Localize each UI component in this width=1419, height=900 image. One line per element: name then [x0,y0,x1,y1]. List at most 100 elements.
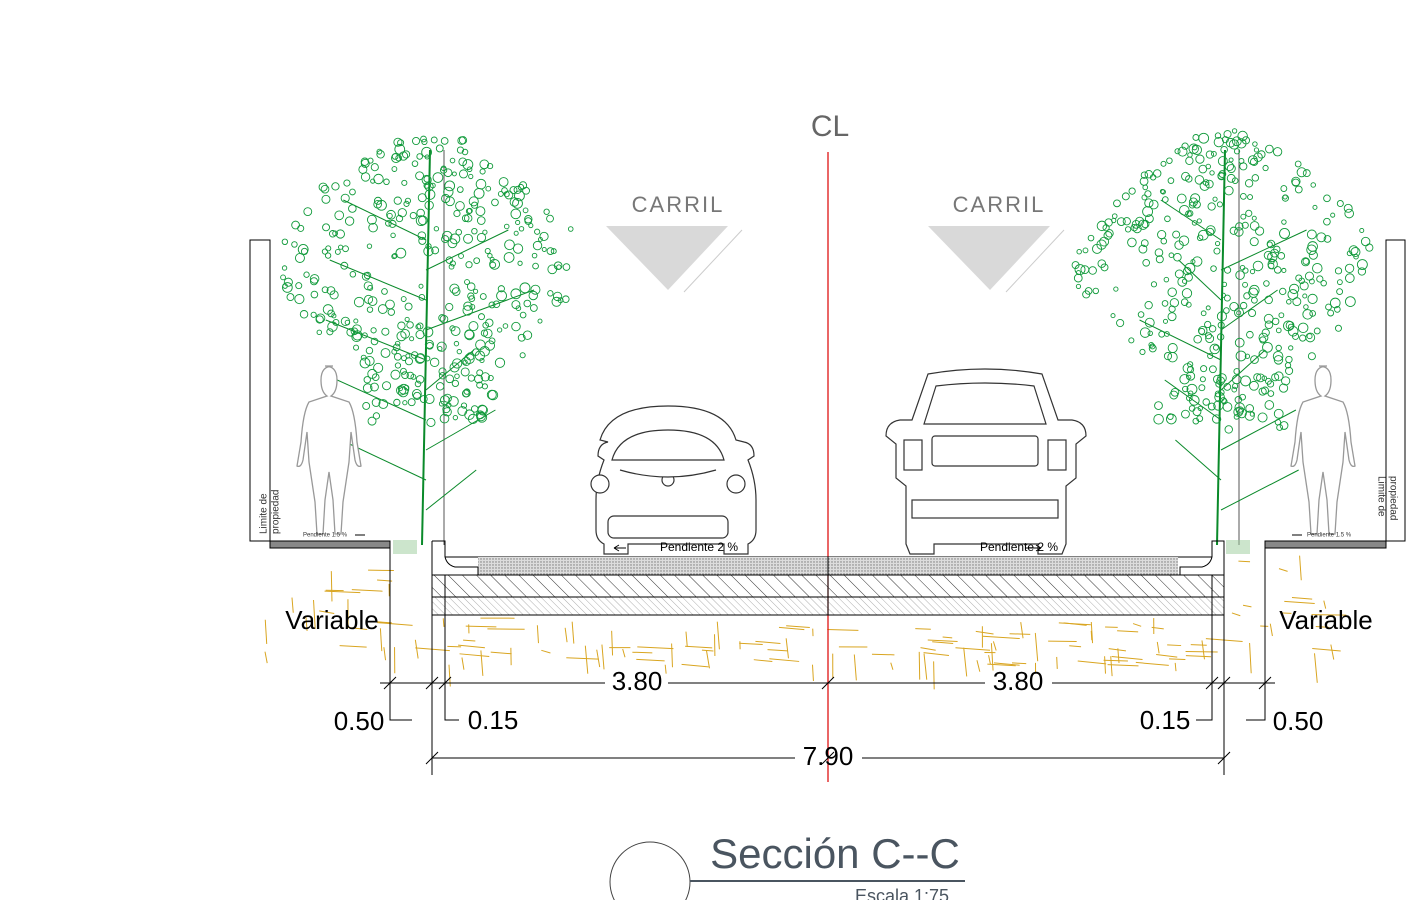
leaf [1287,300,1292,305]
leaf [440,396,449,405]
soil-mark [537,625,538,643]
leaf [1308,353,1315,360]
property-limit-text: propiedad [1387,476,1398,520]
leaf [1154,414,1164,424]
soil-mark [566,658,598,659]
leaf [1313,205,1317,209]
soil-mark [924,654,927,680]
leaf [366,347,373,354]
leaf [563,296,570,303]
leaf [1159,331,1165,337]
soil-mark [768,650,788,651]
pedestrian [297,366,361,534]
leaf [354,297,364,307]
leaf [1254,148,1258,152]
leaf [1112,214,1117,219]
leaf [1307,245,1317,255]
soil-mark [1057,657,1058,669]
leaf [1307,334,1312,339]
tree-branch [1221,470,1299,510]
leaf [417,154,423,160]
leaf [412,137,419,144]
soil-mark [921,648,936,651]
leaf [1200,181,1209,190]
leaf [520,312,526,318]
soil-mark [565,628,567,642]
property-limit: Limite de propiedad [1375,476,1398,520]
leaf [388,309,395,316]
leaf [519,227,524,232]
leaf [1300,335,1306,341]
leaf [296,283,302,289]
tree-branch [1221,230,1307,270]
leaf [531,285,540,294]
leaf [1201,311,1206,316]
leaf [1261,387,1268,394]
leaf [1155,249,1163,257]
soil-mark [943,637,953,638]
leaf [1138,312,1144,318]
soil-mark [612,631,613,656]
leaf [552,297,561,306]
soil-mark [1243,605,1251,607]
soil-mark [1012,663,1026,664]
leaf [1083,248,1088,253]
leaf [1243,268,1248,273]
leaf [1230,302,1238,310]
leaf [490,262,496,268]
leaf [441,138,448,145]
soil-mark [812,665,813,681]
leaf [1213,345,1218,350]
leaf [350,271,356,277]
leaf [332,183,339,190]
leaf [1281,186,1287,192]
leaf [1236,351,1246,361]
soil-mark [1112,657,1143,660]
soil-mark [458,645,485,648]
leaf [1240,302,1246,308]
leaf [1314,328,1320,334]
leaf [533,263,539,269]
leaf [533,241,541,249]
leaf [512,322,521,331]
leaf [514,231,518,235]
leaf [1265,321,1273,329]
property-limit-text: Limite de [1375,476,1386,517]
leaf [371,328,376,333]
leaf [503,324,508,329]
soil-mark [384,647,386,660]
leaf [1218,157,1227,166]
leaf [520,283,530,293]
soil-mark [352,590,383,592]
leaf [1223,403,1232,412]
grass [393,540,417,554]
leaf [1248,156,1257,165]
leaf [1230,227,1237,234]
leaf [1104,231,1112,239]
soil-mark [340,646,367,648]
leaf [1125,227,1130,232]
leaf [1206,306,1210,310]
leaf [367,307,372,312]
leaf [282,239,287,244]
leaf [1218,374,1227,383]
leaf [381,349,390,358]
soil-mark [460,654,490,657]
soil-mark [1069,646,1081,647]
leaf [483,230,487,234]
leaf [1174,253,1182,261]
leaf [369,223,378,232]
soil-mark [854,654,856,680]
leaf [1335,268,1341,274]
leaf [1245,180,1252,187]
leaf [395,363,400,368]
leaf [1235,338,1244,347]
leaf [1241,376,1251,386]
leaf [1182,410,1190,418]
leaf [1165,216,1171,222]
leaf [1206,151,1213,158]
leaf [1243,282,1248,287]
leaf [1217,202,1222,207]
leaf [1088,235,1094,241]
soil-mark [685,646,712,648]
